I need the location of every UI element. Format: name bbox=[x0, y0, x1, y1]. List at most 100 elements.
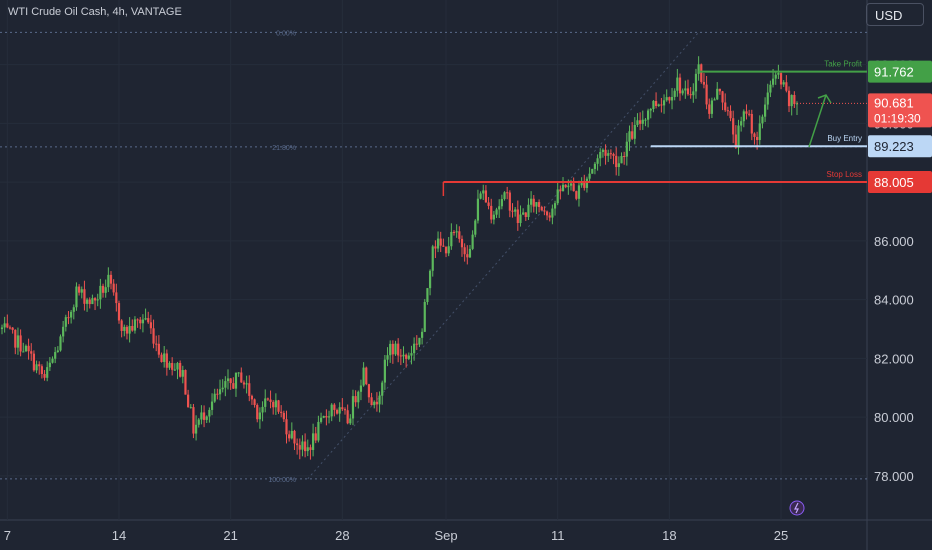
candle-body bbox=[99, 285, 102, 300]
candle-body bbox=[213, 393, 216, 402]
candle-body bbox=[173, 369, 176, 371]
candle-body bbox=[3, 323, 6, 328]
candle-body bbox=[181, 370, 184, 377]
candle-body bbox=[317, 421, 320, 441]
candle-body bbox=[367, 384, 371, 398]
candle-body bbox=[245, 383, 248, 385]
candle-body bbox=[748, 113, 751, 115]
candle-body bbox=[458, 231, 461, 239]
candle-body bbox=[662, 100, 666, 106]
candle-body bbox=[359, 385, 363, 392]
candle-body bbox=[266, 398, 269, 400]
candle-body bbox=[596, 158, 599, 164]
candle-body bbox=[194, 424, 198, 434]
candle-body bbox=[8, 327, 12, 329]
candle-body bbox=[474, 220, 477, 235]
candle-body bbox=[30, 351, 33, 354]
candle-body bbox=[724, 102, 727, 111]
candle-body bbox=[192, 407, 195, 434]
candle-body bbox=[423, 302, 426, 332]
candle-body bbox=[769, 84, 772, 93]
candle-body bbox=[280, 411, 283, 413]
currency-button[interactable]: USD bbox=[866, 3, 924, 26]
candle-body bbox=[572, 183, 575, 192]
x-tick-label: Sep bbox=[434, 528, 457, 543]
candle-body bbox=[32, 353, 36, 371]
candle-body bbox=[133, 319, 137, 331]
candle-body bbox=[306, 447, 309, 452]
candle-body bbox=[737, 125, 740, 148]
candle-body bbox=[139, 319, 142, 324]
candle-body bbox=[168, 362, 171, 368]
candle-body bbox=[713, 99, 716, 101]
candle-body bbox=[293, 430, 296, 444]
candle-body bbox=[272, 401, 275, 408]
fib-level-label: 0.00% bbox=[276, 30, 296, 37]
candle-body bbox=[256, 404, 259, 420]
candle-body bbox=[107, 274, 110, 288]
candle-body bbox=[70, 311, 73, 318]
candle-body bbox=[716, 88, 719, 100]
candle-body bbox=[569, 183, 573, 186]
candle-body bbox=[125, 326, 129, 334]
candle-body bbox=[346, 410, 349, 424]
candle-body bbox=[700, 64, 703, 82]
candle-body bbox=[647, 110, 650, 120]
candle-body bbox=[787, 90, 791, 107]
candle-body bbox=[498, 206, 501, 210]
candle-body bbox=[779, 73, 783, 85]
candle-body bbox=[537, 202, 541, 207]
candle-body bbox=[389, 343, 392, 356]
level-price-label: 88.005 bbox=[874, 175, 914, 190]
candle-body bbox=[774, 74, 777, 79]
candle-body bbox=[157, 343, 160, 355]
candle-body bbox=[282, 412, 285, 420]
candle-body bbox=[381, 382, 384, 396]
candle-body bbox=[763, 104, 767, 117]
candle-body bbox=[240, 372, 243, 383]
candle-body bbox=[147, 318, 150, 323]
x-tick-label: 7 bbox=[4, 528, 11, 543]
candle-body bbox=[421, 331, 424, 338]
candle-body bbox=[670, 96, 674, 101]
candle-body bbox=[248, 383, 251, 396]
fib-level-label: 100.00% bbox=[268, 477, 296, 484]
candle-body bbox=[782, 82, 785, 85]
candle-body bbox=[330, 404, 333, 417]
candle-body bbox=[729, 110, 732, 119]
candle-body bbox=[51, 358, 54, 363]
symbol-title[interactable]: WTI Crude Oil Cash, 4h, VANTAGE bbox=[8, 6, 182, 18]
candle-body bbox=[200, 412, 203, 420]
candle-body bbox=[224, 381, 227, 388]
candle-body bbox=[78, 286, 81, 293]
candle-body bbox=[205, 416, 208, 420]
candle-body bbox=[793, 95, 796, 105]
candle-body bbox=[221, 387, 224, 390]
y-tick-label: 84.000 bbox=[874, 293, 914, 308]
candle-body bbox=[431, 246, 434, 271]
candle-body bbox=[607, 153, 610, 156]
candle-body bbox=[56, 350, 59, 353]
candle-body bbox=[349, 418, 352, 424]
candle-body bbox=[692, 91, 695, 96]
candle-body bbox=[524, 212, 527, 218]
candle-body bbox=[96, 299, 99, 301]
candle-body bbox=[62, 326, 65, 337]
candle-body bbox=[6, 323, 9, 328]
candle-body bbox=[365, 367, 368, 385]
candle-body bbox=[179, 362, 182, 377]
fib-level-label: 21.80% bbox=[272, 145, 296, 152]
level-label: Buy Entry bbox=[827, 134, 862, 143]
candle-body bbox=[492, 214, 495, 220]
candle-body bbox=[482, 190, 485, 194]
candle-body bbox=[43, 374, 46, 378]
level-label: Stop Loss bbox=[826, 170, 862, 179]
candle-body bbox=[309, 447, 312, 450]
candle-body bbox=[85, 299, 89, 304]
candle-body bbox=[734, 134, 737, 148]
candle-body bbox=[362, 367, 365, 386]
candle-body bbox=[136, 319, 139, 321]
candle-body bbox=[394, 343, 397, 355]
candle-body bbox=[378, 395, 381, 405]
